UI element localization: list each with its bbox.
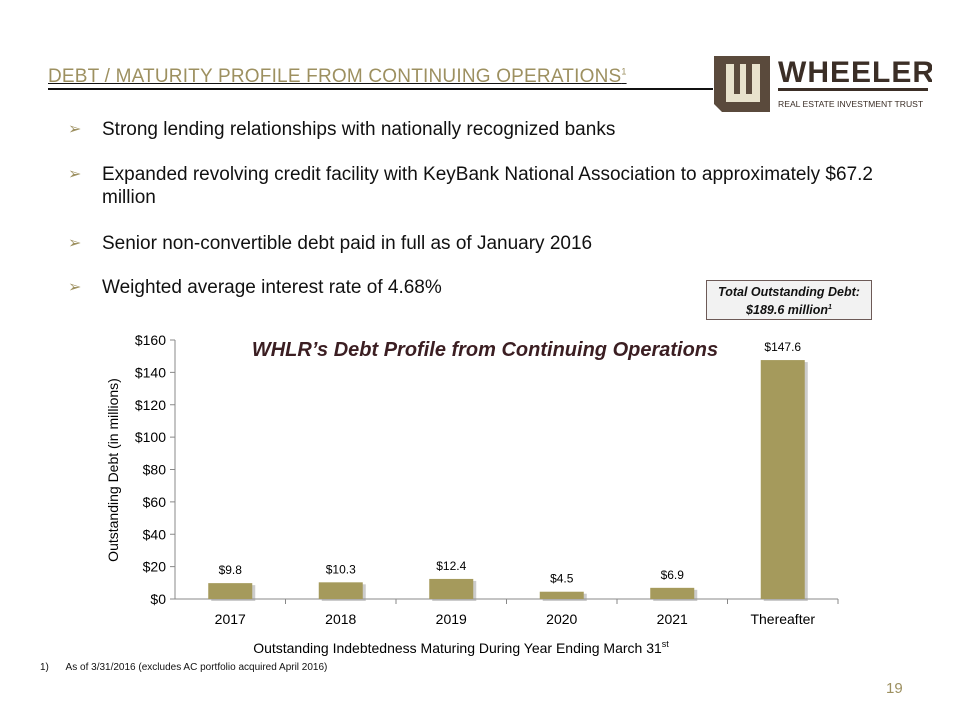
- arrow-bullet-icon: ➢: [68, 235, 82, 252]
- y-tick-label: $60: [143, 494, 167, 510]
- y-tick-label: $160: [135, 332, 166, 348]
- y-tick-label: $100: [135, 429, 166, 445]
- chart-title: WHLR’s Debt Profile from Continuing Oper…: [252, 339, 718, 361]
- total-debt-box: Total Outstanding Debt: $189.6 million1: [706, 280, 872, 320]
- y-tick-label: $80: [143, 462, 167, 478]
- bar-2018: [318, 582, 363, 599]
- bar-2017: [208, 583, 253, 599]
- data-label: $12.4: [436, 559, 466, 573]
- page-number: 19: [886, 680, 903, 697]
- x-tick-label: 2017: [215, 611, 246, 627]
- data-label: $4.5: [550, 572, 574, 586]
- y-tick-label: $20: [143, 559, 167, 575]
- bar-2021: [650, 587, 695, 599]
- x-tick-label: 2021: [657, 611, 688, 627]
- bar-Thereafter: [760, 360, 805, 599]
- x-axis-label: Outstanding Indebtedness Maturing During…: [253, 639, 669, 656]
- y-tick-label: $140: [135, 364, 166, 380]
- bar-2019: [429, 578, 474, 599]
- data-label: $10.3: [326, 562, 356, 576]
- slide-title: DEBT / MATURITY PROFILE FROM CONTINUING …: [48, 66, 627, 87]
- y-axis-label: Outstanding Debt (in millions): [105, 378, 121, 562]
- data-label: $9.8: [219, 563, 243, 577]
- y-tick-label: $40: [143, 526, 167, 542]
- data-label: $147.6: [764, 340, 801, 354]
- y-tick-label: $120: [135, 397, 166, 413]
- footnote: 1) As of 3/31/2016 (excludes AC portfoli…: [40, 662, 328, 673]
- total-debt-value: $189.6 million1: [746, 303, 832, 318]
- svg-text:REAL ESTATE INVESTMENT TRUST: REAL ESTATE INVESTMENT TRUST: [778, 99, 924, 109]
- bar-2020: [539, 591, 584, 599]
- arrow-bullet-icon: ➢: [68, 121, 82, 138]
- data-label: $6.9: [661, 568, 685, 582]
- x-tick-label: 2019: [436, 611, 467, 627]
- arrow-bullet-icon: ➢: [68, 279, 82, 296]
- x-tick-label: 2018: [325, 611, 356, 627]
- x-tick-label: 2020: [546, 611, 577, 627]
- total-debt-label: Total Outstanding Debt:: [718, 285, 860, 299]
- y-tick-label: $0: [150, 591, 166, 607]
- x-tick-label: Thereafter: [750, 611, 815, 627]
- arrow-bullet-icon: ➢: [68, 166, 82, 183]
- wheeler-logo: WHEELER REAL ESTATE INVESTMENT TRUST: [714, 56, 932, 112]
- svg-text:WHEELER: WHEELER: [778, 56, 932, 89]
- title-rule: [48, 88, 713, 90]
